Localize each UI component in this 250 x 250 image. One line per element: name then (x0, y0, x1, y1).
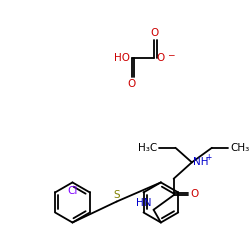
Text: O: O (190, 189, 198, 199)
Text: O: O (128, 80, 136, 90)
Text: +: + (206, 153, 212, 162)
Text: NH: NH (193, 157, 208, 167)
Text: Cl: Cl (67, 186, 78, 196)
Text: O: O (150, 28, 158, 38)
Text: −: − (167, 50, 175, 59)
Text: HN: HN (136, 198, 152, 208)
Text: H₃C: H₃C (138, 143, 157, 153)
Text: CH₃: CH₃ (230, 143, 250, 153)
Text: HO: HO (114, 54, 130, 64)
Text: O: O (156, 54, 164, 64)
Text: S: S (113, 190, 120, 200)
